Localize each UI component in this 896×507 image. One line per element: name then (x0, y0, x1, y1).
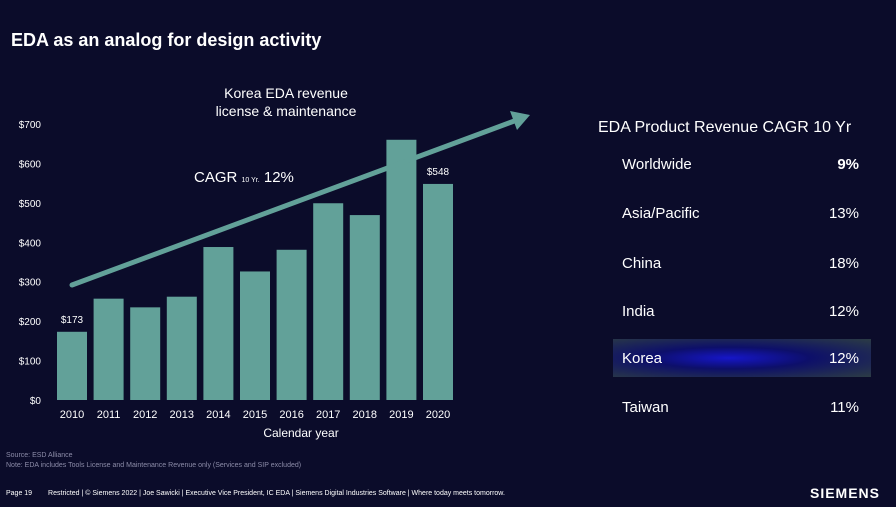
cagr-row-india: India 12% (613, 292, 871, 330)
region-name: Taiwan (622, 398, 669, 416)
region-cagr-value: 12% (828, 302, 859, 320)
region-name: Korea (622, 349, 663, 367)
x-tick-label: 2011 (97, 409, 121, 421)
y-axis: $0 $100 $200 $300 $400 $500 $600 $700 (19, 120, 42, 407)
bar-2012 (130, 307, 161, 400)
region-name: Asia/Pacific (622, 204, 700, 222)
bar-series (57, 139, 453, 400)
region-name: India (622, 302, 655, 320)
slide-title: EDA as an analog for design activity (11, 30, 322, 50)
x-tick-label: 2019 (389, 409, 413, 421)
region-cagr-value: 9% (837, 155, 859, 173)
trend-annotation: Korea EDA revenue license & maintenance (186, 84, 386, 120)
page-number: Page 19 (6, 490, 33, 497)
footer: Page 19 Restricted | © Siemens 2022 | Jo… (6, 490, 505, 497)
bar-chart: $0$100$200$300$400$500$600$700 2010 2011 2… (19, 111, 530, 440)
x-tick-label: 2020 (426, 409, 450, 421)
bar-2018 (349, 215, 380, 400)
y-tick-label: $400 (19, 238, 42, 249)
bar-2016 (276, 249, 307, 400)
x-tick-label: 2012 (133, 409, 157, 421)
region-name: Worldwide (622, 155, 692, 173)
bar-2011 (93, 298, 124, 400)
cagr-table-heading: EDA Product Revenue CAGR 10 Yr (598, 119, 852, 136)
region-cagr-value: 12% (828, 349, 859, 367)
x-tick-label: 2015 (243, 409, 267, 421)
y-tick-label: $700 (19, 120, 42, 131)
x-tick-label: 2014 (206, 409, 230, 421)
y-tick-label: $500 (19, 199, 42, 210)
cagr-value: 12% (263, 169, 294, 186)
x-axis-label: Calendar year (263, 426, 338, 440)
y-tick-label: $600 (19, 159, 42, 170)
trend-arrow-line (69, 117, 520, 288)
cagr-subscript: 10 Yr. (241, 177, 260, 184)
trend-arrow-head (510, 111, 530, 130)
region-cagr-value: 13% (828, 204, 859, 222)
y-tick-label: $300 (19, 278, 42, 289)
footnote: Note: EDA includes Tools License and Mai… (6, 462, 302, 469)
cagr-row-china: China 18% (613, 244, 871, 282)
data-labels: $173 $548 (61, 167, 450, 326)
x-tick-label: 2018 (353, 409, 377, 421)
x-tick-label: 2017 (316, 409, 340, 421)
cagr-row-korea: Korea 12% (613, 339, 871, 377)
bar-2013 (166, 296, 197, 400)
bar-2019 (386, 139, 417, 400)
bar-2010 (57, 331, 87, 400)
cagr-row-taiwan: Taiwan 11% (613, 388, 871, 426)
x-tick-label: 2010 (60, 409, 84, 421)
region-cagr-value: 18% (828, 254, 859, 272)
region-name: China (622, 254, 662, 272)
bar-2015 (240, 271, 270, 400)
y-tick-label: $100 (19, 357, 42, 368)
cagr-annotation: CAGR 10 Yr. 12% (194, 169, 294, 186)
x-tick-label: 2016 (279, 409, 303, 421)
x-axis: 2010 2011 2012 2013 2014 2015 2016 2017 2018 2019… (60, 409, 450, 421)
bar-2014 (203, 247, 234, 400)
bar-2017 (313, 203, 344, 400)
cagr-row-worldwide: Worldwide 9% (613, 145, 871, 183)
x-tick-label: 2013 (170, 409, 194, 421)
trend-arrow (69, 111, 530, 288)
data-label: $173 (61, 315, 84, 326)
source-note: Source: ESD Alliance (6, 452, 73, 459)
trend-annotation-line1: Korea EDA revenue (224, 85, 348, 101)
siemens-logo: SIEMENS (809, 485, 880, 501)
cagr-row-asia-pacific: Asia/Pacific 13% (613, 194, 871, 232)
y-tick-label: $0 (30, 396, 42, 407)
bar-2020 (423, 183, 453, 400)
cagr-prefix: CAGR (194, 169, 238, 186)
trend-annotation-line2: license & maintenance (215, 103, 357, 119)
footer-text: Restricted | © Siemens 2022 | Joe Sawick… (48, 490, 505, 497)
y-tick-label: $200 (19, 317, 42, 328)
region-cagr-value: 11% (830, 398, 859, 416)
data-label: $548 (427, 167, 450, 178)
